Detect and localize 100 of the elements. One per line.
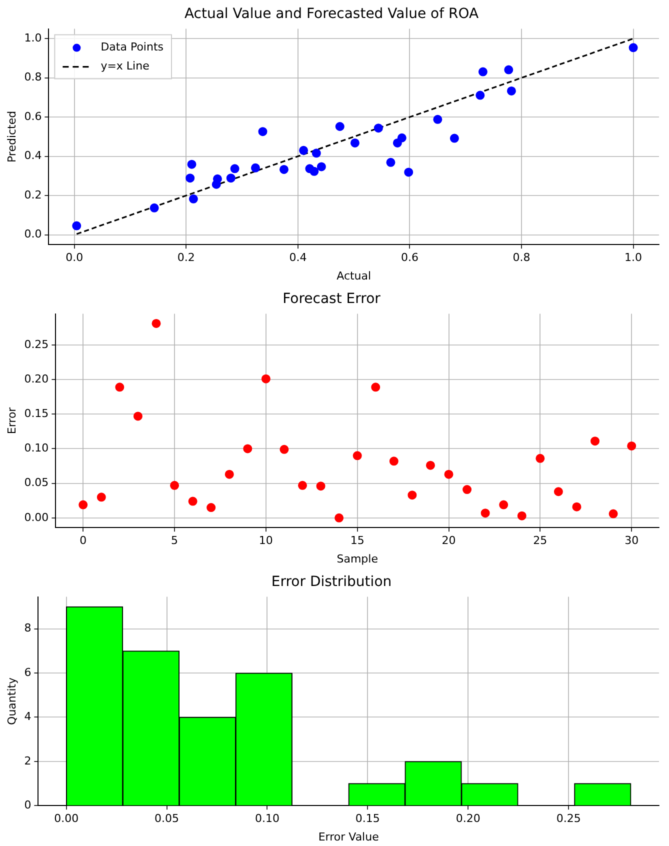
x-tick-label: 25 [533, 534, 548, 548]
point [312, 148, 321, 158]
point [478, 67, 488, 76]
y-tick-label: 0.05 [24, 476, 49, 490]
x-tick-label: 0.05 [154, 812, 180, 826]
point [408, 490, 417, 500]
point [397, 133, 406, 142]
y-tick-label: 0.10 [24, 442, 49, 455]
y-tick-label: 8 [24, 622, 32, 635]
point [335, 122, 344, 131]
chart-title: Forecast Error [282, 291, 381, 308]
point [506, 86, 516, 96]
point [350, 138, 360, 148]
point [476, 90, 485, 100]
y-tick-label: 0.20 [24, 372, 49, 386]
x-tick-label: 0.0 [66, 251, 84, 264]
point [517, 511, 526, 520]
point [170, 480, 180, 490]
point [299, 146, 308, 155]
y-tick-label: 0 [24, 798, 32, 812]
point [280, 444, 289, 454]
y-tick-label: 1.0 [24, 31, 42, 44]
x-axis-title: Error Value [318, 830, 380, 844]
point [298, 480, 307, 490]
x-tick-label: 0.6 [400, 251, 418, 264]
chart-title: Error Distribution [271, 574, 392, 590]
x-tick-label: 0.00 [54, 812, 79, 826]
point [536, 454, 545, 463]
x-tick-label: 0.25 [556, 812, 581, 826]
point [462, 485, 472, 494]
point [504, 65, 514, 74]
point [627, 441, 636, 450]
point [316, 482, 326, 491]
x-tick-label: 0.4 [289, 251, 307, 264]
point [444, 470, 454, 479]
y-axis-title: Predicted [5, 110, 18, 163]
legend-label: Data Points [100, 40, 164, 54]
x-tick-label: 0.20 [456, 812, 480, 826]
point [450, 134, 459, 143]
y-tick-label: 2 [24, 754, 32, 768]
point [187, 160, 196, 169]
x-tick-label: 0 [80, 534, 87, 548]
y-tick-label: 4 [24, 710, 32, 724]
point [224, 470, 234, 479]
point [310, 166, 319, 176]
point [150, 203, 159, 212]
y-tick-label: 0.2 [24, 188, 42, 202]
point [279, 164, 288, 174]
point [389, 456, 398, 466]
point [206, 503, 216, 512]
point [133, 412, 142, 421]
point [316, 162, 326, 172]
x-tick-label: 20 [442, 534, 456, 548]
point [628, 43, 638, 52]
point [230, 164, 240, 174]
x-tick-label: 0.2 [177, 251, 195, 264]
x-tick-label: 15 [350, 534, 364, 548]
y-tick-label: 6 [24, 666, 32, 679]
point [188, 194, 198, 204]
point [258, 127, 268, 136]
point [334, 513, 344, 522]
point [186, 174, 195, 183]
x-tick-label: 0.8 [512, 251, 530, 264]
point [554, 487, 563, 496]
y-tick-label: 0.8 [24, 70, 42, 84]
point [480, 508, 490, 518]
x-axis-title: Actual [336, 269, 372, 282]
y-tick-label: 0.15 [24, 406, 49, 420]
point [608, 509, 618, 518]
point [212, 174, 222, 184]
y-tick-label: 0.4 [24, 149, 42, 162]
point [115, 382, 124, 392]
point [72, 221, 82, 230]
y-tick-label: 0.6 [24, 110, 42, 123]
point [386, 158, 396, 167]
y-tick-label: 0.00 [24, 510, 49, 524]
x-tick-label: 10 [258, 534, 273, 548]
point [374, 124, 383, 133]
point [426, 460, 435, 470]
y-axis-title: Quantity [5, 676, 18, 725]
x-tick-label: 1.0 [624, 251, 642, 264]
point [371, 382, 380, 392]
x-tick-label: 0.10 [254, 812, 280, 826]
point [96, 492, 106, 502]
point [243, 444, 252, 454]
point [261, 374, 270, 384]
x-tick-label: 30 [624, 534, 639, 548]
point [250, 163, 260, 172]
y-tick-label: 0.25 [24, 338, 49, 351]
point [352, 451, 362, 460]
point [152, 318, 161, 328]
legend-label: y=x Line [100, 60, 150, 73]
x-tick-label: 0.15 [355, 812, 380, 826]
y-axis-title: Error [5, 406, 18, 434]
point [499, 500, 508, 510]
point [188, 496, 198, 506]
point [226, 174, 236, 183]
x-axis-title: Sample [336, 552, 378, 566]
y-tick-label: 0.0 [24, 228, 42, 241]
point [78, 500, 88, 510]
